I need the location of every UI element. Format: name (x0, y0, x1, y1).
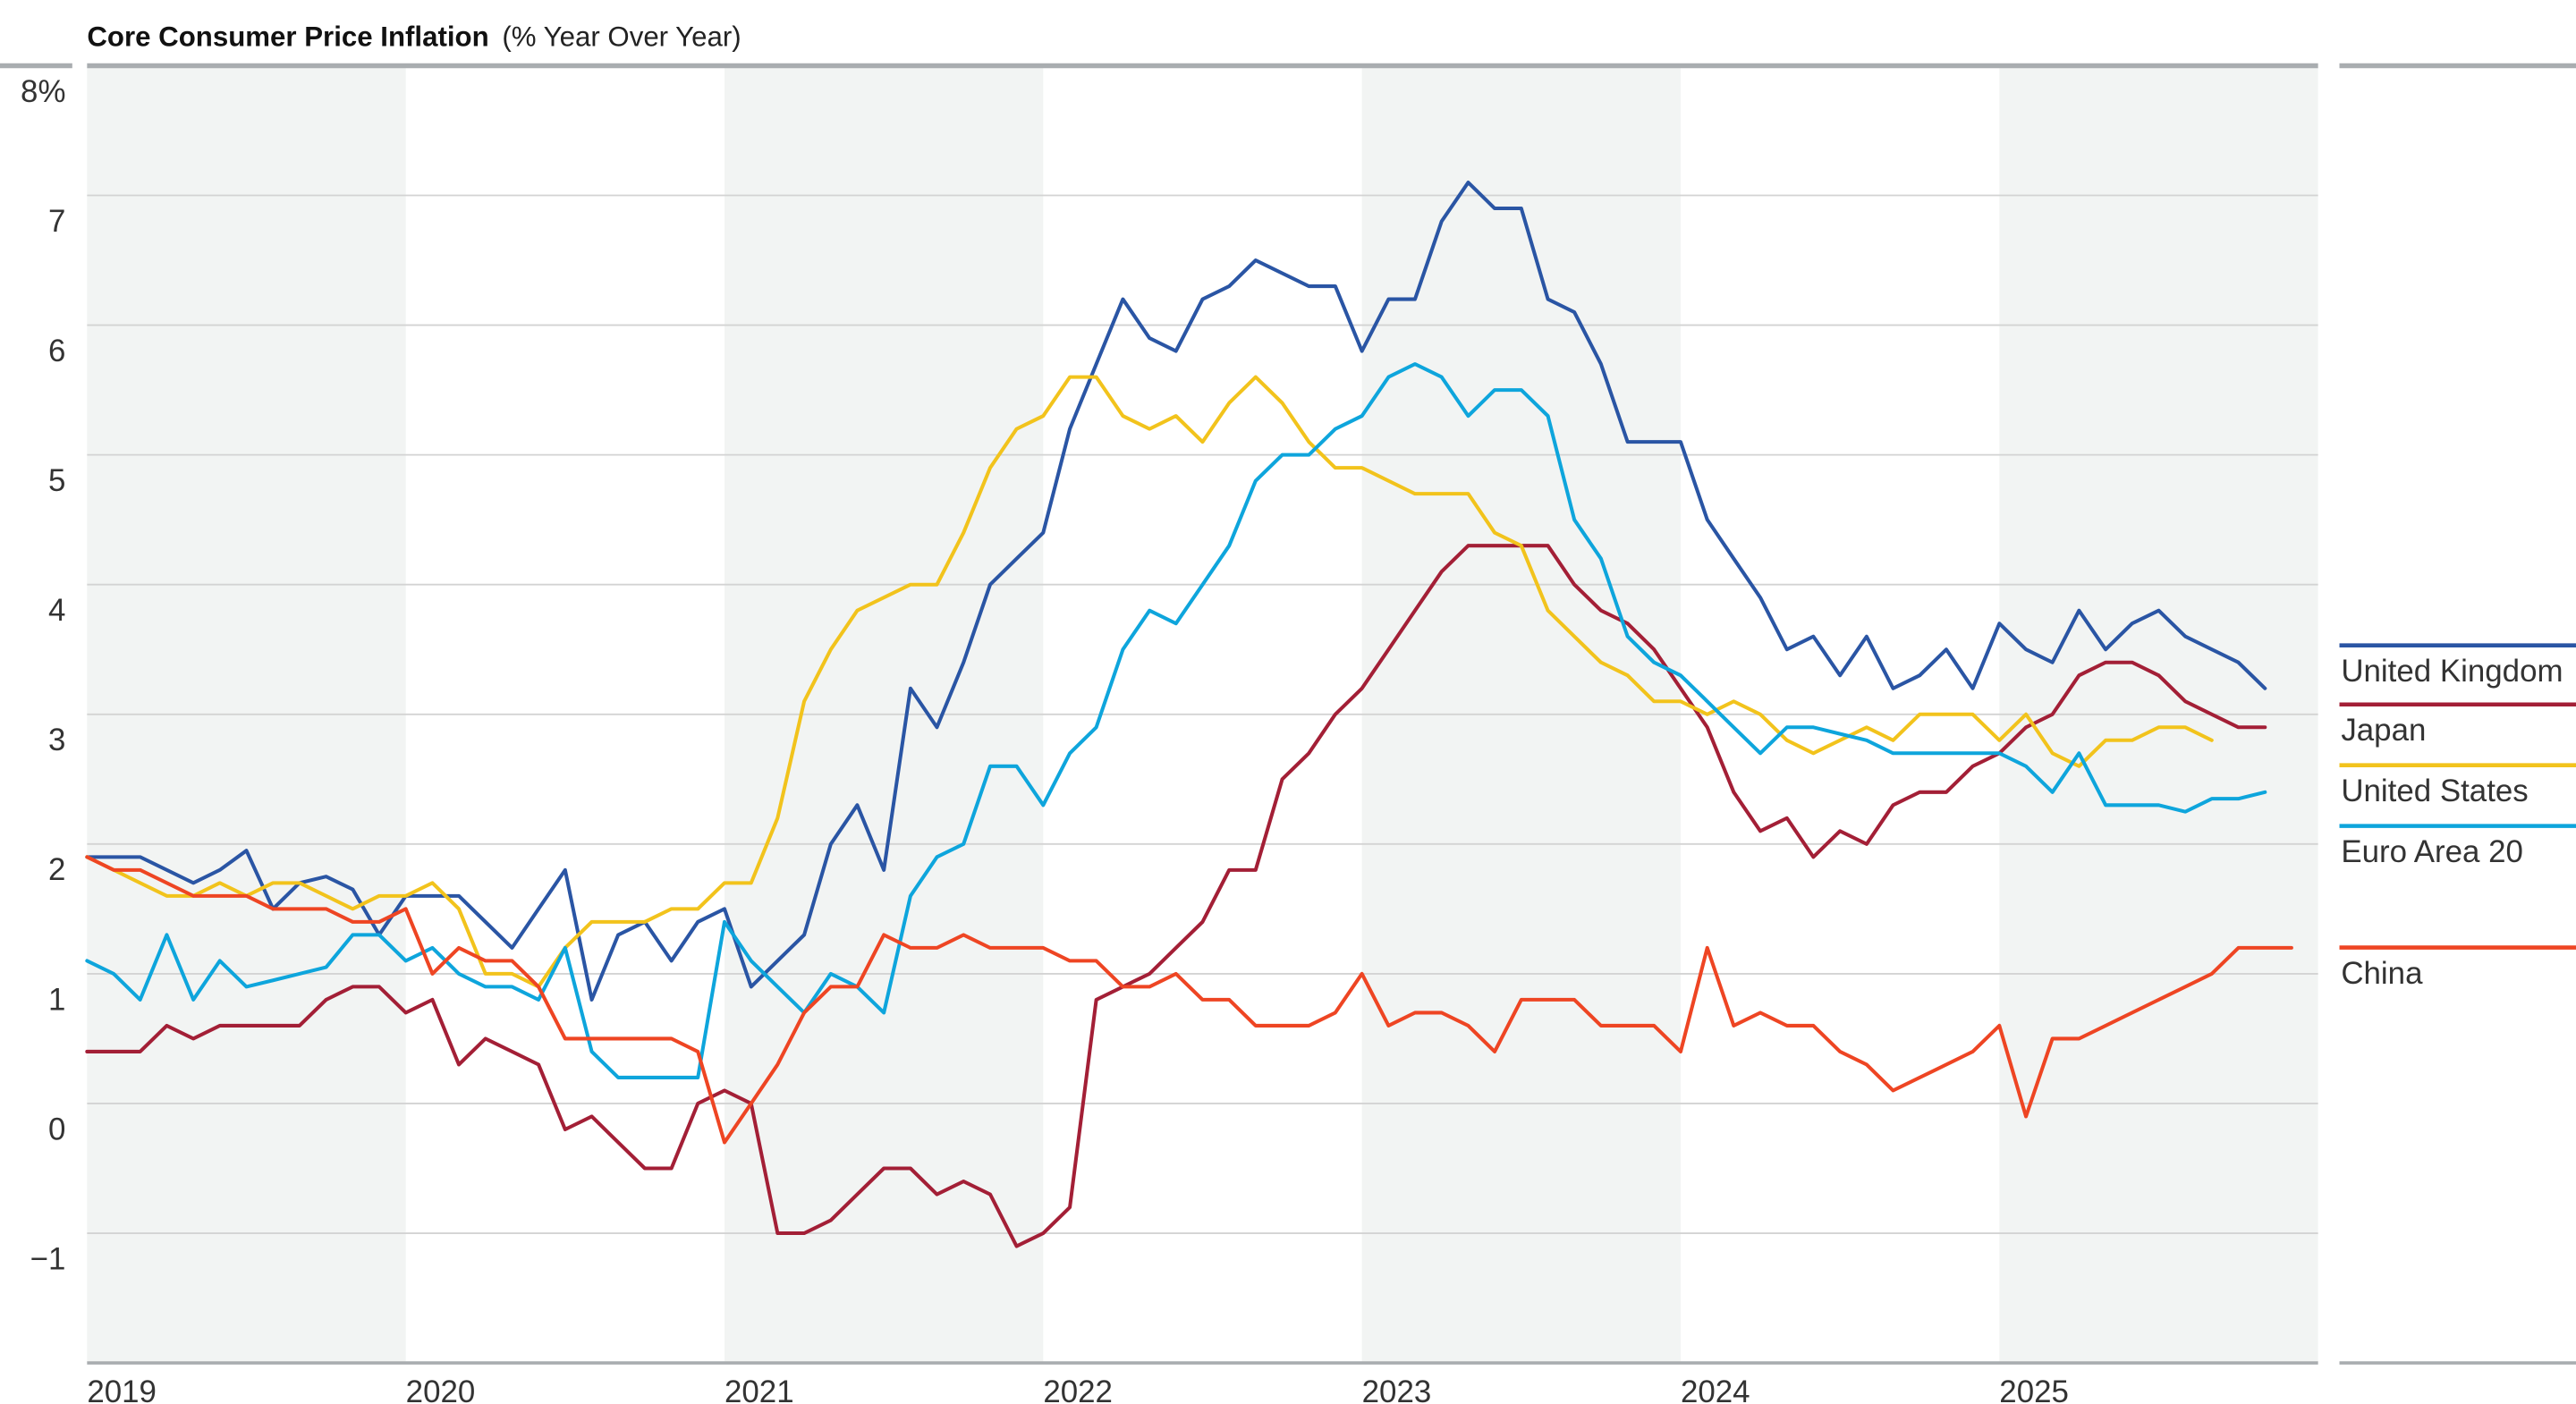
y-tick-label: 2 (48, 852, 65, 887)
legend-label: Japan (2341, 713, 2426, 748)
series-line-united-kingdom (85, 180, 2267, 1002)
y-tick-label: 7 (48, 204, 65, 239)
x-tick-label: 2023 (1362, 1374, 1432, 1404)
legend-label: China (2341, 956, 2423, 991)
x-tick-label: 2022 (1043, 1374, 1113, 1404)
series-line-euro-area-20 (85, 362, 2267, 1079)
legend-label: United States (2341, 774, 2528, 808)
y-tick-label: 6 (48, 334, 65, 368)
x-tick-label: 2021 (724, 1374, 794, 1404)
y-tick-label: 8% (21, 74, 65, 109)
series-lines (85, 180, 2293, 1248)
gridlines (0, 63, 2576, 1365)
x-tick-label: 2019 (87, 1374, 157, 1404)
y-tick-label: 1 (48, 982, 65, 1017)
x-tick-label: 2020 (406, 1374, 476, 1404)
series-line-japan (85, 544, 2267, 1248)
x-tick-label: 2025 (1999, 1374, 2069, 1404)
series-line-china (85, 855, 2293, 1145)
chart-subtitle: (% Year Over Year) (502, 21, 741, 52)
y-tick-label: 5 (48, 463, 65, 498)
legend-label: Euro Area 20 (2341, 834, 2523, 869)
y-tick-label: 0 (48, 1112, 65, 1146)
x-tick-label: 2024 (1681, 1374, 1750, 1404)
chart-title-group: Core Consumer Price Inflation (% Year Ov… (87, 21, 741, 52)
legend-label: United Kingdom (2341, 654, 2563, 689)
y-tick-label: 4 (48, 593, 65, 628)
y-tick-label: −1 (30, 1241, 66, 1276)
y-axis: 8% 7 6 5 4 3 2 1 0 −1 (21, 74, 65, 1277)
chart-title: Core Consumer Price Inflation (87, 21, 488, 52)
x-axis: 2019 2020 2021 2022 2023 2024 2025 (87, 1374, 2069, 1404)
series-line-united-states (85, 375, 2214, 989)
legend: United Kingdom Japan United States Euro Are… (2339, 643, 2576, 991)
y-tick-label: 3 (48, 723, 65, 757)
